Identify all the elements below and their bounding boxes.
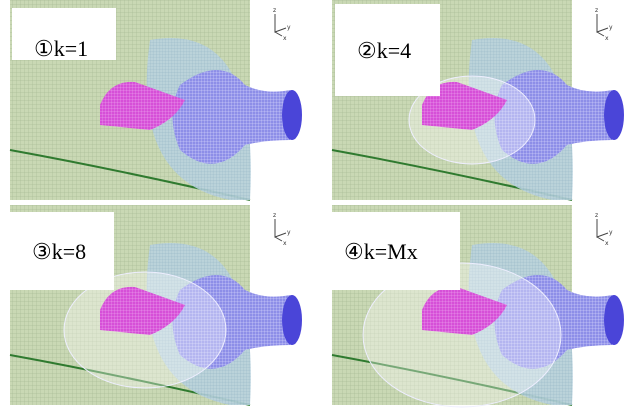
triad-lines — [597, 14, 608, 36]
triad-label: x — [605, 35, 609, 42]
triad-label: x — [283, 240, 287, 247]
hub-end — [604, 90, 624, 140]
figure: ①k=1zyx②k=4zyx③k=8zyx④k=Mxzyx — [0, 0, 628, 409]
panel: ①k=1 z yx — [10, 0, 302, 200]
hub-end — [282, 90, 302, 140]
triad-lines — [597, 219, 608, 241]
triad-label: z — [595, 212, 598, 219]
triad-label: y — [287, 229, 291, 236]
panel-label: ④k=Mx — [344, 239, 418, 264]
hub-end — [604, 295, 624, 345]
panel-label: ②k=4 — [357, 38, 411, 63]
triad-label: z — [595, 7, 598, 14]
axis-triad: z yx — [273, 212, 291, 247]
panel-label: ③k=8 — [32, 239, 86, 264]
panel-label: ①k=1 — [34, 36, 88, 61]
axis-triad: z yx — [595, 212, 613, 247]
axis-triad: z yx — [595, 7, 613, 42]
triad-label: x — [283, 35, 287, 42]
panel: ④k=Mx z yx — [322, 205, 624, 407]
triad-label: x — [605, 240, 609, 247]
triad-label: y — [287, 24, 291, 31]
triad-label: y — [609, 229, 613, 236]
hub-end — [282, 295, 302, 345]
triad-label: y — [609, 24, 613, 31]
triad-lines — [275, 219, 286, 241]
propeller-hub — [173, 70, 298, 164]
panel: ②k=4 z yx — [332, 0, 624, 200]
triad-label: z — [273, 7, 276, 14]
triad-label: z — [273, 212, 276, 219]
axis-triad: z yx — [273, 7, 291, 42]
panel: ③k=8 z yx — [10, 205, 302, 405]
triad-lines — [275, 14, 286, 36]
